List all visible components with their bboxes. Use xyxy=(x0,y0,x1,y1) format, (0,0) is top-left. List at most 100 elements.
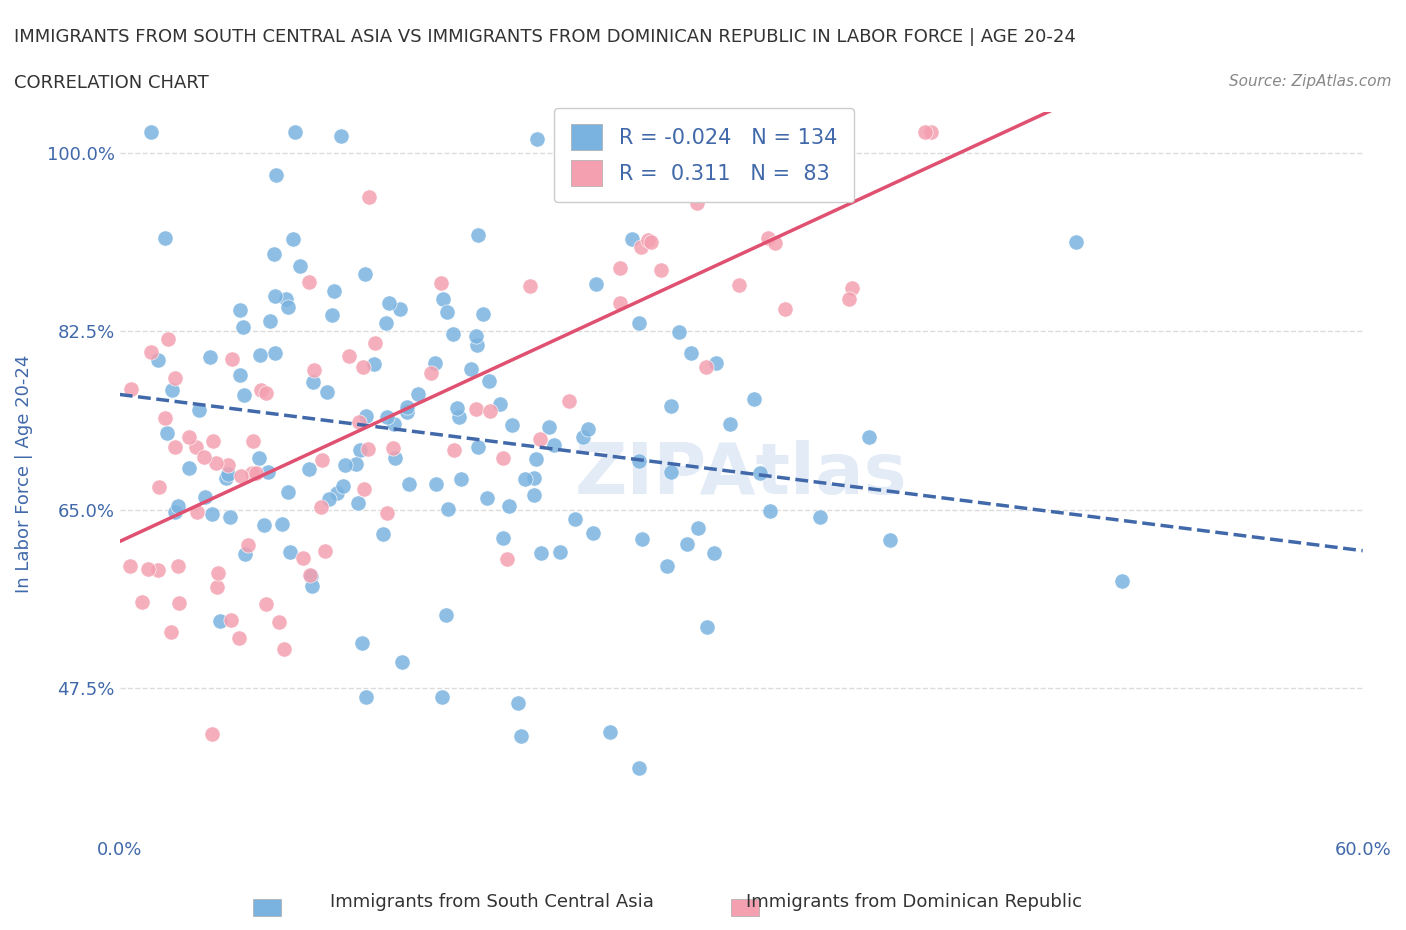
Point xyxy=(650,263,672,278)
Point xyxy=(841,280,863,295)
Point xyxy=(291,551,314,565)
Point xyxy=(321,307,343,322)
Point xyxy=(775,301,797,316)
Point xyxy=(298,567,321,582)
Point xyxy=(323,284,346,299)
Point xyxy=(201,726,224,741)
Point xyxy=(373,526,395,541)
Point xyxy=(595,185,617,200)
Point xyxy=(398,476,420,491)
Point xyxy=(263,289,285,304)
Point xyxy=(364,336,387,351)
Point xyxy=(157,332,180,347)
Point xyxy=(467,228,489,243)
Point xyxy=(357,190,380,205)
Point xyxy=(131,594,153,609)
Point xyxy=(529,432,551,446)
Point xyxy=(233,547,256,562)
Point xyxy=(450,472,472,486)
Point xyxy=(201,507,224,522)
Point xyxy=(446,401,468,416)
Point xyxy=(375,315,398,330)
Point xyxy=(460,362,482,377)
Point xyxy=(537,419,560,434)
Point xyxy=(914,125,936,140)
Point xyxy=(186,504,208,519)
Point xyxy=(120,382,142,397)
Point xyxy=(215,471,238,485)
Point xyxy=(165,504,187,519)
Point xyxy=(630,240,652,255)
Point xyxy=(524,452,547,467)
Point xyxy=(352,359,374,374)
Point xyxy=(205,579,228,594)
Point xyxy=(278,544,301,559)
Point xyxy=(432,689,454,704)
Point xyxy=(382,417,405,432)
Point xyxy=(472,306,495,321)
Point xyxy=(236,538,259,552)
Point xyxy=(419,365,441,380)
Point xyxy=(274,291,297,306)
Point xyxy=(838,292,860,307)
Point xyxy=(727,277,749,292)
Point xyxy=(231,469,253,484)
Point xyxy=(496,551,519,566)
Point xyxy=(298,461,321,476)
Point xyxy=(217,467,239,482)
Point xyxy=(148,563,170,578)
Point xyxy=(637,232,659,247)
Point xyxy=(339,349,361,364)
Point xyxy=(572,430,595,445)
Point xyxy=(858,430,880,445)
Point xyxy=(628,761,651,776)
Point xyxy=(249,348,271,363)
Point xyxy=(167,595,190,610)
Point xyxy=(302,363,325,378)
Point xyxy=(198,350,221,365)
Point xyxy=(247,450,270,465)
Point xyxy=(523,488,546,503)
Point xyxy=(464,328,486,343)
Point xyxy=(659,399,682,414)
Point xyxy=(167,559,190,574)
Point xyxy=(581,525,603,540)
Point xyxy=(395,399,418,414)
Point xyxy=(668,325,690,339)
Point xyxy=(510,729,533,744)
Point xyxy=(530,546,553,561)
Point xyxy=(156,426,179,441)
Point xyxy=(354,267,377,282)
Point xyxy=(543,438,565,453)
Point xyxy=(139,345,162,360)
Point xyxy=(585,276,607,291)
Point xyxy=(136,562,159,577)
Y-axis label: In Labor Force | Age 20-24: In Labor Force | Age 20-24 xyxy=(15,355,32,593)
Point xyxy=(631,532,654,547)
Point xyxy=(449,409,471,424)
Point xyxy=(353,482,375,497)
Text: Immigrants from South Central Asia: Immigrants from South Central Asia xyxy=(330,894,654,911)
Point xyxy=(628,315,651,330)
Point xyxy=(229,302,252,317)
Point xyxy=(436,305,458,320)
Point xyxy=(253,517,276,532)
Point xyxy=(271,517,294,532)
Point xyxy=(315,384,337,399)
Point xyxy=(266,167,288,182)
Point xyxy=(384,450,406,465)
Point xyxy=(696,619,718,634)
Point xyxy=(796,184,818,199)
Point xyxy=(256,597,278,612)
Point xyxy=(309,499,332,514)
Point xyxy=(264,346,287,361)
Point xyxy=(165,440,187,455)
Point xyxy=(221,352,243,366)
Point xyxy=(250,382,273,397)
Point xyxy=(513,472,536,486)
Point xyxy=(659,165,682,179)
Point xyxy=(436,501,458,516)
Point xyxy=(217,458,239,472)
Point xyxy=(347,496,370,511)
Point xyxy=(506,696,529,711)
